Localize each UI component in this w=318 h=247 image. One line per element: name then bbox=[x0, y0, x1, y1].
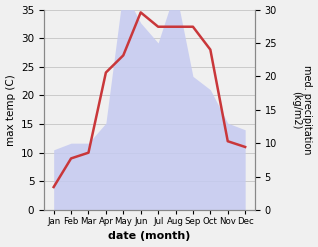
X-axis label: date (month): date (month) bbox=[108, 231, 190, 242]
Y-axis label: med. precipitation
(kg/m2): med. precipitation (kg/m2) bbox=[291, 65, 313, 155]
Y-axis label: max temp (C): max temp (C) bbox=[5, 74, 16, 146]
